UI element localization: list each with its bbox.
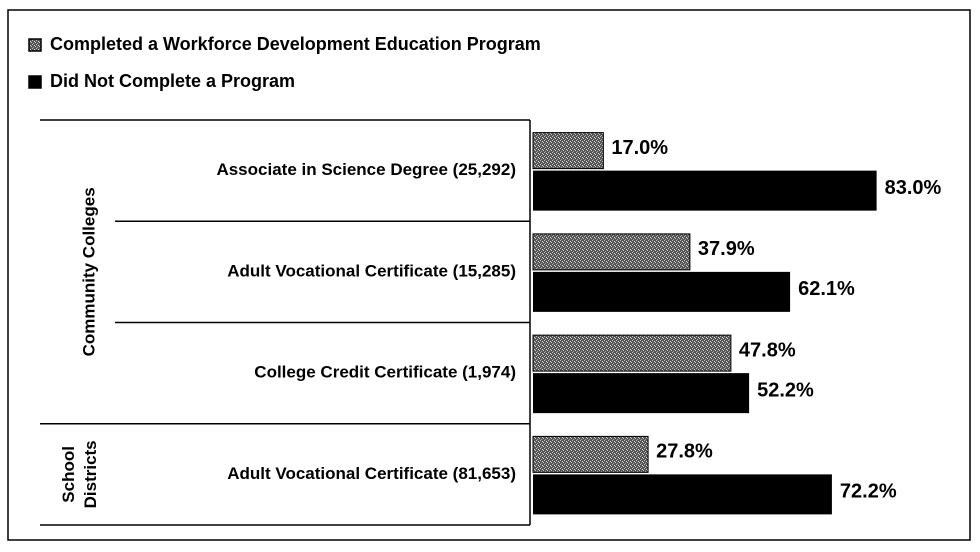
frame [7,9,971,541]
bar [532,435,649,473]
bar [533,170,877,211]
bar [533,474,832,515]
table-lines [40,119,531,526]
value-label: 52.2% [757,379,814,401]
group-label: Community Colleges [79,187,98,356]
legend-swatch [28,38,42,52]
value-label: 47.8% [739,339,796,361]
category-label: College Credit Certificate (1,974) [254,363,516,382]
value-label: 72.2% [840,481,897,503]
group-label: School Districts [59,440,100,508]
category-label: Adult Vocational Certificate (81,653) [227,464,516,483]
category-label: Adult Vocational Certificate (15,285) [227,261,516,280]
value-label: 37.9% [698,238,755,260]
category-label: Associate in Science Degree (25,292) [216,160,516,179]
legend-swatch [28,75,42,89]
value-label: 62.1% [798,278,855,300]
bar [533,373,750,414]
legend-label: Completed a Workforce Development Educat… [50,34,541,54]
value-label: 27.8% [656,441,713,463]
bar [533,271,791,312]
bar [532,334,732,372]
bar [532,132,604,170]
bar [532,233,691,271]
value-label: 17.0% [611,137,668,159]
value-label: 83.0% [885,177,942,199]
legend-label: Did Not Complete a Program [50,71,295,91]
